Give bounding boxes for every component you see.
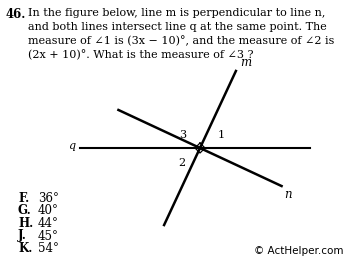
Text: F.: F. — [18, 192, 29, 205]
Text: 2: 2 — [178, 158, 185, 168]
Text: H.: H. — [18, 217, 33, 230]
Text: 1: 1 — [218, 130, 225, 140]
Text: 44°: 44° — [38, 217, 59, 230]
Text: 54°: 54° — [38, 242, 59, 255]
Text: and both lines intersect line q at the same point. The: and both lines intersect line q at the s… — [28, 22, 327, 32]
Text: 46.: 46. — [6, 8, 26, 21]
Text: © ActHelper.com: © ActHelper.com — [254, 246, 344, 256]
Text: J.: J. — [18, 230, 27, 242]
Text: m: m — [240, 56, 251, 69]
Text: 36°: 36° — [38, 192, 59, 205]
Text: In the figure below, line m is perpendicular to line n,: In the figure below, line m is perpendic… — [28, 8, 326, 18]
Text: 3: 3 — [179, 130, 186, 140]
Text: (2x + 10)°. What is the measure of ∠3 ?: (2x + 10)°. What is the measure of ∠3 ? — [28, 50, 253, 61]
Text: K.: K. — [18, 242, 32, 255]
Text: G.: G. — [18, 205, 32, 218]
Text: q: q — [68, 141, 75, 151]
Text: 45°: 45° — [38, 230, 59, 242]
Text: measure of ∠1 is (3x − 10)°, and the measure of ∠2 is: measure of ∠1 is (3x − 10)°, and the mea… — [28, 36, 334, 47]
Text: n: n — [285, 188, 292, 201]
Text: 40°: 40° — [38, 205, 59, 218]
